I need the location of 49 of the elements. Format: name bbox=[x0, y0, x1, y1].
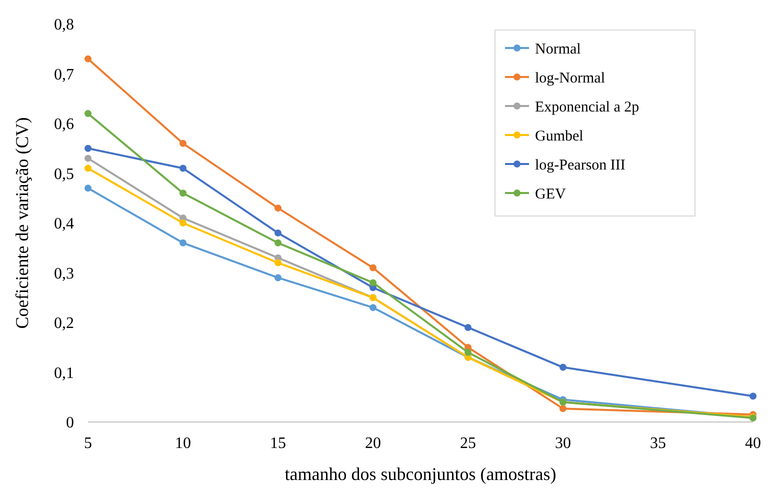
x-tick-label: 10 bbox=[175, 435, 191, 452]
y-tick-label: 0,6 bbox=[54, 116, 74, 134]
point bbox=[560, 364, 566, 371]
y-tick-label: 0,4 bbox=[54, 216, 74, 233]
y-tick-label: 0,1 bbox=[54, 364, 74, 382]
point bbox=[274, 239, 282, 246]
x-tick-label: 30 bbox=[555, 435, 571, 452]
y-tick-label: 0,2 bbox=[54, 315, 74, 332]
y-tick-label: 0,8 bbox=[54, 16, 74, 34]
point bbox=[180, 190, 186, 197]
x-tick-label: 20 bbox=[365, 435, 381, 452]
point bbox=[180, 239, 186, 246]
point bbox=[370, 304, 376, 312]
point bbox=[274, 229, 282, 236]
x-axis-title: tamanho dos subconjuntos (amostras) bbox=[284, 464, 556, 484]
point bbox=[464, 324, 472, 331]
legend-label: Exponencial a 2p bbox=[535, 99, 640, 116]
point bbox=[370, 279, 376, 286]
legend-label: log-Normal bbox=[535, 70, 605, 86]
point bbox=[750, 392, 756, 400]
point bbox=[84, 110, 92, 118]
point bbox=[274, 259, 282, 266]
point bbox=[180, 220, 186, 226]
point bbox=[180, 140, 186, 147]
x-tick-label: 15 bbox=[270, 435, 286, 452]
point bbox=[180, 164, 186, 172]
y-tick-label: 0 bbox=[66, 414, 74, 432]
legend-label: log-Pearson III bbox=[535, 157, 626, 174]
x-tick-label: 40 bbox=[745, 435, 761, 452]
legend-label: Gumbel bbox=[535, 128, 584, 144]
x-tick-label: 35 bbox=[650, 435, 666, 452]
point bbox=[84, 144, 92, 152]
point bbox=[84, 164, 92, 172]
point bbox=[370, 264, 376, 272]
y-tick-label: 0,5 bbox=[54, 166, 74, 183]
x-tick-label: 25 bbox=[460, 435, 476, 452]
point bbox=[464, 348, 472, 356]
point bbox=[274, 204, 282, 212]
point bbox=[84, 184, 92, 192]
point bbox=[84, 154, 92, 162]
legend-label: GEV bbox=[535, 186, 566, 202]
y-tick-label: 0,7 bbox=[54, 66, 74, 84]
y-axis-title: Coeficiente de variação (CV) bbox=[12, 117, 32, 329]
x-tick-label: 5 bbox=[84, 435, 92, 452]
legend-label: Normal bbox=[535, 41, 581, 58]
point bbox=[274, 274, 282, 282]
point bbox=[560, 405, 566, 412]
point bbox=[84, 55, 92, 62]
y-tick-label: 0,3 bbox=[54, 265, 74, 282]
